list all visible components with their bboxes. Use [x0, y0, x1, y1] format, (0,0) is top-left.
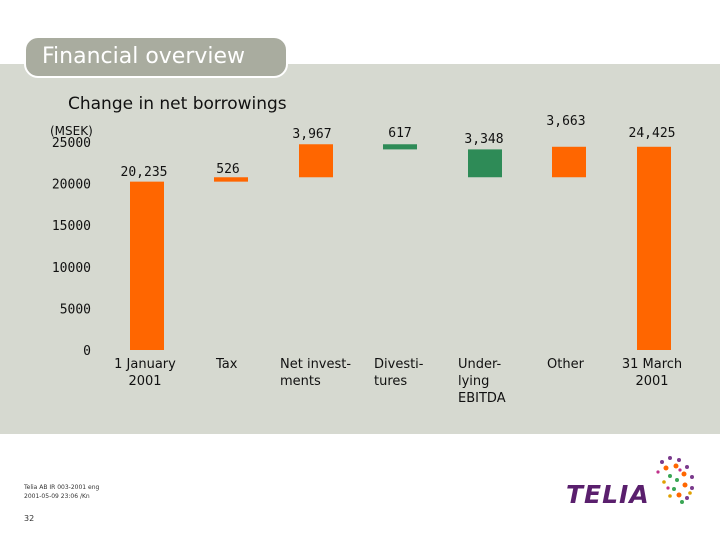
category-label: ments [280, 374, 321, 389]
logo-wordmark: TELIA [566, 480, 650, 509]
page-number: 32 [24, 514, 35, 523]
footer-note-line-2: 2001-05-09 23:06 /Kn [24, 493, 90, 500]
telia-logo: TELIA [566, 450, 706, 520]
bar-3 [299, 144, 333, 178]
bar-6 [552, 146, 586, 178]
bar-value-label: 20,235 [121, 165, 168, 180]
bar-5 [468, 149, 502, 178]
y-tick-label: 15000 [52, 219, 91, 234]
logo-dots-icon [656, 456, 694, 504]
bar-7 [637, 146, 671, 350]
bar-4 [383, 144, 417, 150]
footer-note: Telia AB IR 003-2001 eng 2001-05-09 23:0… [24, 483, 99, 501]
category-label: 1 January [114, 357, 176, 372]
category-label: tures [374, 374, 407, 389]
bar-value-label: 526 [216, 162, 239, 177]
bar-value-label: 3,663 [546, 114, 585, 129]
category-label: lying [458, 374, 489, 389]
category-label: Other [547, 357, 585, 372]
y-tick-label: 5000 [60, 302, 91, 317]
chart-title: Change in net borrowings [68, 94, 287, 114]
bar-value-label: 3,967 [292, 127, 331, 142]
bar-value-label: 3,348 [464, 132, 503, 147]
category-label: Net invest- [280, 357, 351, 372]
bar-value-label: 24,425 [629, 126, 676, 141]
footer-note-line-1: Telia AB IR 003-2001 eng [24, 484, 100, 491]
category-label: Tax [215, 357, 238, 372]
category-label: 31 March [622, 357, 682, 372]
category-label: 2001 [635, 374, 668, 389]
section-header-tab [24, 36, 288, 78]
y-tick-label: 20000 [52, 178, 91, 193]
category-label: EBITDA [458, 391, 506, 406]
y-axis-unit-label: (MSEK) [50, 124, 93, 138]
bar-2 [214, 177, 248, 182]
y-tick-label: 25000 [52, 136, 91, 151]
category-label: Under- [458, 357, 502, 372]
section-title: Financial overview [42, 44, 246, 69]
category-label: Divesti- [374, 357, 424, 372]
chart-panel [0, 64, 720, 434]
bar-1 [130, 181, 164, 350]
bar-value-label: 617 [388, 126, 411, 141]
y-tick-label: 10000 [52, 261, 91, 276]
y-tick-label: 0 [83, 344, 91, 359]
category-label: 2001 [128, 374, 161, 389]
